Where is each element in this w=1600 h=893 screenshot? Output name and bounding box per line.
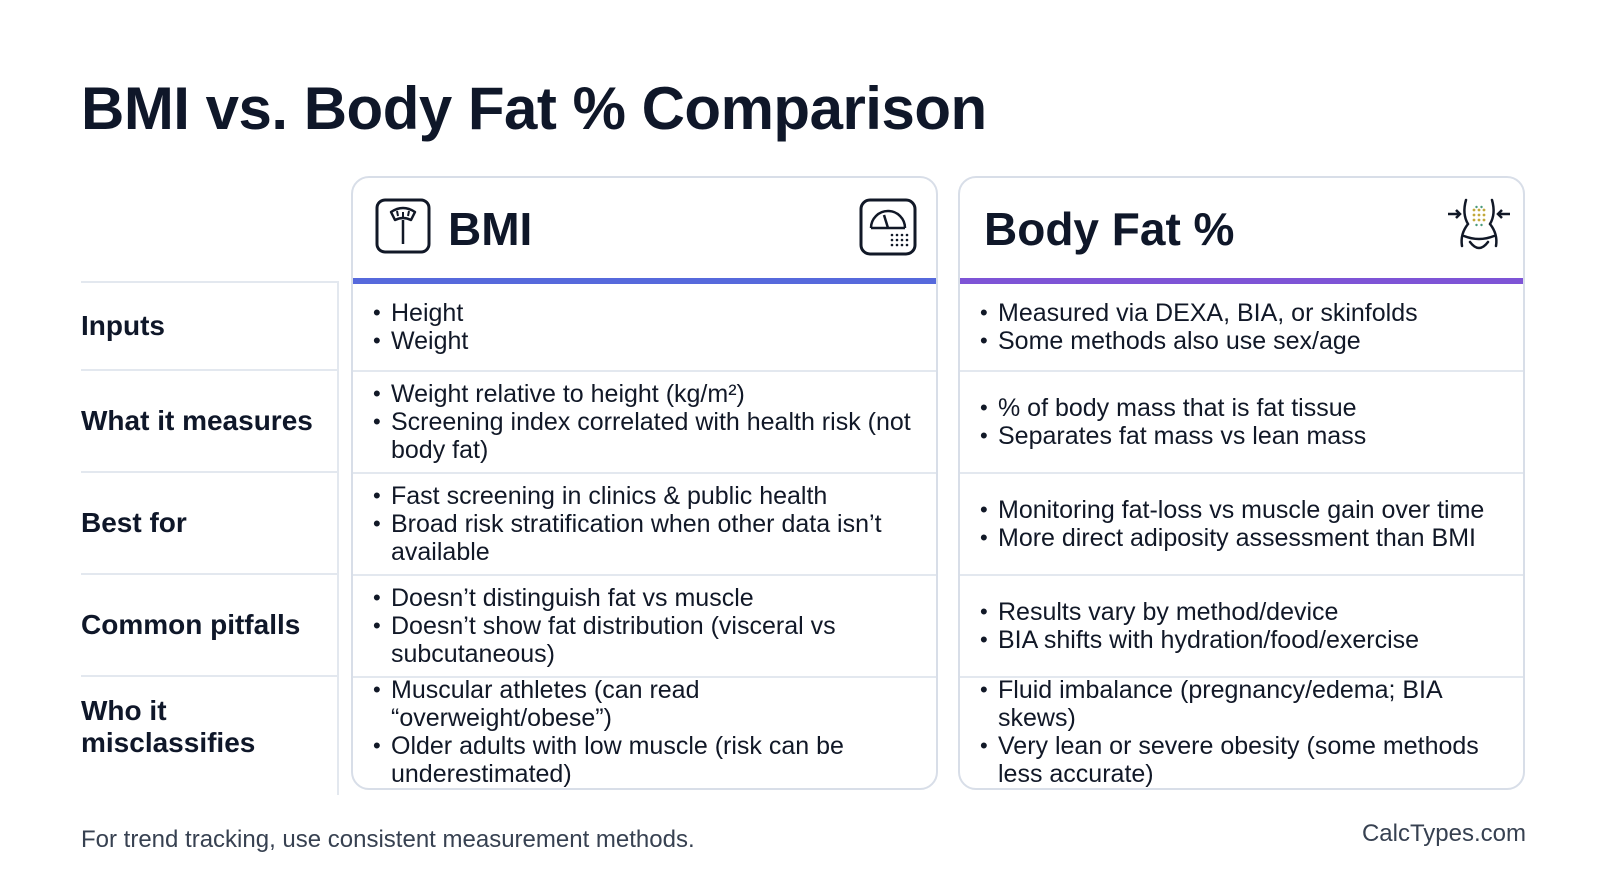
list-item: Weight relative to height (kg/m²)	[373, 380, 926, 408]
divider	[81, 369, 339, 371]
list-item: BIA shifts with hydration/food/exercise	[980, 626, 1419, 654]
bullet-list: Height Weight	[373, 299, 468, 355]
list-item: Broad risk stratification when other dat…	[373, 510, 926, 566]
row-label-common-pitfalls: Common pitfalls	[81, 608, 301, 640]
divider	[337, 283, 339, 795]
bmi-cell-common-pitfalls: Doesn’t distinguish fat vs muscle Doesn’…	[353, 576, 936, 676]
body-fat-accent-bar	[960, 278, 1523, 284]
list-item: Monitoring fat-loss vs muscle gain over …	[980, 496, 1484, 524]
list-item: Measured via DEXA, BIA, or skinfolds	[980, 299, 1418, 327]
body-fat-cell-inputs: Measured via DEXA, BIA, or skinfolds Som…	[960, 284, 1523, 370]
gauge-scale-icon	[859, 198, 917, 261]
list-item: Older adults with low muscle (risk can b…	[373, 732, 926, 788]
bmi-card-title: BMI	[448, 203, 533, 255]
list-item: Muscular athletes (can read “overweight/…	[373, 676, 926, 732]
bullet-list: Fluid imbalance (pregnancy/edema; BIA sk…	[980, 676, 1513, 788]
bmi-cell-best-for: Fast screening in clinics & public healt…	[353, 474, 936, 574]
list-item: Height	[373, 299, 468, 327]
bullet-list: % of body mass that is fat tissue Separa…	[980, 394, 1366, 450]
bmi-cell-what-it-measures: Weight relative to height (kg/m²) Screen…	[353, 372, 936, 472]
list-item: Some methods also use sex/age	[980, 327, 1418, 355]
scale-icon	[375, 198, 431, 259]
list-item: Very lean or severe obesity (some method…	[980, 732, 1513, 788]
bmi-card: BMI Height Weight Weight relative to	[351, 176, 938, 790]
bmi-cell-inputs: Height Weight	[353, 284, 936, 370]
list-item: Doesn’t show fat distribution (visceral …	[373, 612, 926, 668]
list-item: Fluid imbalance (pregnancy/edema; BIA sk…	[980, 676, 1513, 732]
bullet-list: Doesn’t distinguish fat vs muscle Doesn’…	[373, 584, 926, 668]
row-label-inputs: Inputs	[81, 309, 165, 341]
divider	[81, 471, 339, 473]
bullet-list: Monitoring fat-loss vs muscle gain over …	[980, 496, 1484, 552]
bullet-list: Weight relative to height (kg/m²) Screen…	[373, 380, 926, 464]
bmi-cell-who-it-misclassifies: Muscular athletes (can read “overweight/…	[353, 676, 936, 788]
waist-measure-icon	[1446, 194, 1512, 265]
bullet-list: Measured via DEXA, BIA, or skinfolds Som…	[980, 299, 1418, 355]
divider	[353, 370, 936, 372]
divider	[353, 574, 936, 576]
divider	[81, 675, 339, 677]
body-fat-cell-common-pitfalls: Results vary by method/device BIA shifts…	[960, 576, 1523, 676]
divider	[81, 281, 339, 283]
list-item: Fast screening in clinics & public healt…	[373, 482, 926, 510]
list-item: More direct adiposity assessment than BM…	[980, 524, 1484, 552]
list-item: Results vary by method/device	[980, 598, 1419, 626]
list-item: Weight	[373, 327, 468, 355]
divider	[960, 472, 1523, 474]
bullet-list: Fast screening in clinics & public healt…	[373, 482, 926, 566]
brand-credit: CalcTypes.com	[1361, 820, 1526, 847]
body-fat-card-header: Body Fat %	[960, 178, 1523, 278]
list-item: Screening index correlated with health r…	[373, 408, 926, 464]
divider	[960, 370, 1523, 372]
body-fat-cell-best-for: Monitoring fat-loss vs muscle gain over …	[960, 474, 1523, 574]
list-item: Doesn’t distinguish fat vs muscle	[373, 584, 926, 612]
list-item: Separates fat mass vs lean mass	[980, 422, 1366, 450]
divider	[81, 573, 339, 575]
page-title: BMI vs. Body Fat % Comparison	[81, 75, 987, 142]
row-label-what-it-measures: What it measures	[81, 404, 313, 436]
divider	[960, 574, 1523, 576]
list-item: % of body mass that is fat tissue	[980, 394, 1366, 422]
body-fat-cell-who-it-misclassifies: Fluid imbalance (pregnancy/edema; BIA sk…	[960, 676, 1523, 788]
body-fat-card-title: Body Fat %	[984, 203, 1235, 255]
body-fat-card: Body Fat %	[958, 176, 1525, 790]
row-label-best-for: Best for	[81, 506, 187, 538]
bullet-list: Results vary by method/device BIA shifts…	[980, 598, 1419, 654]
divider	[353, 472, 936, 474]
body-fat-cell-what-it-measures: % of body mass that is fat tissue Separa…	[960, 372, 1523, 472]
footnote: For trend tracking, use consistent measu…	[81, 826, 695, 853]
row-label-who-it-misclassifies: Who it misclassifies	[81, 694, 256, 758]
bullet-list: Muscular athletes (can read “overweight/…	[373, 676, 926, 788]
bmi-card-header: BMI	[353, 178, 936, 278]
bmi-accent-bar	[353, 278, 936, 284]
